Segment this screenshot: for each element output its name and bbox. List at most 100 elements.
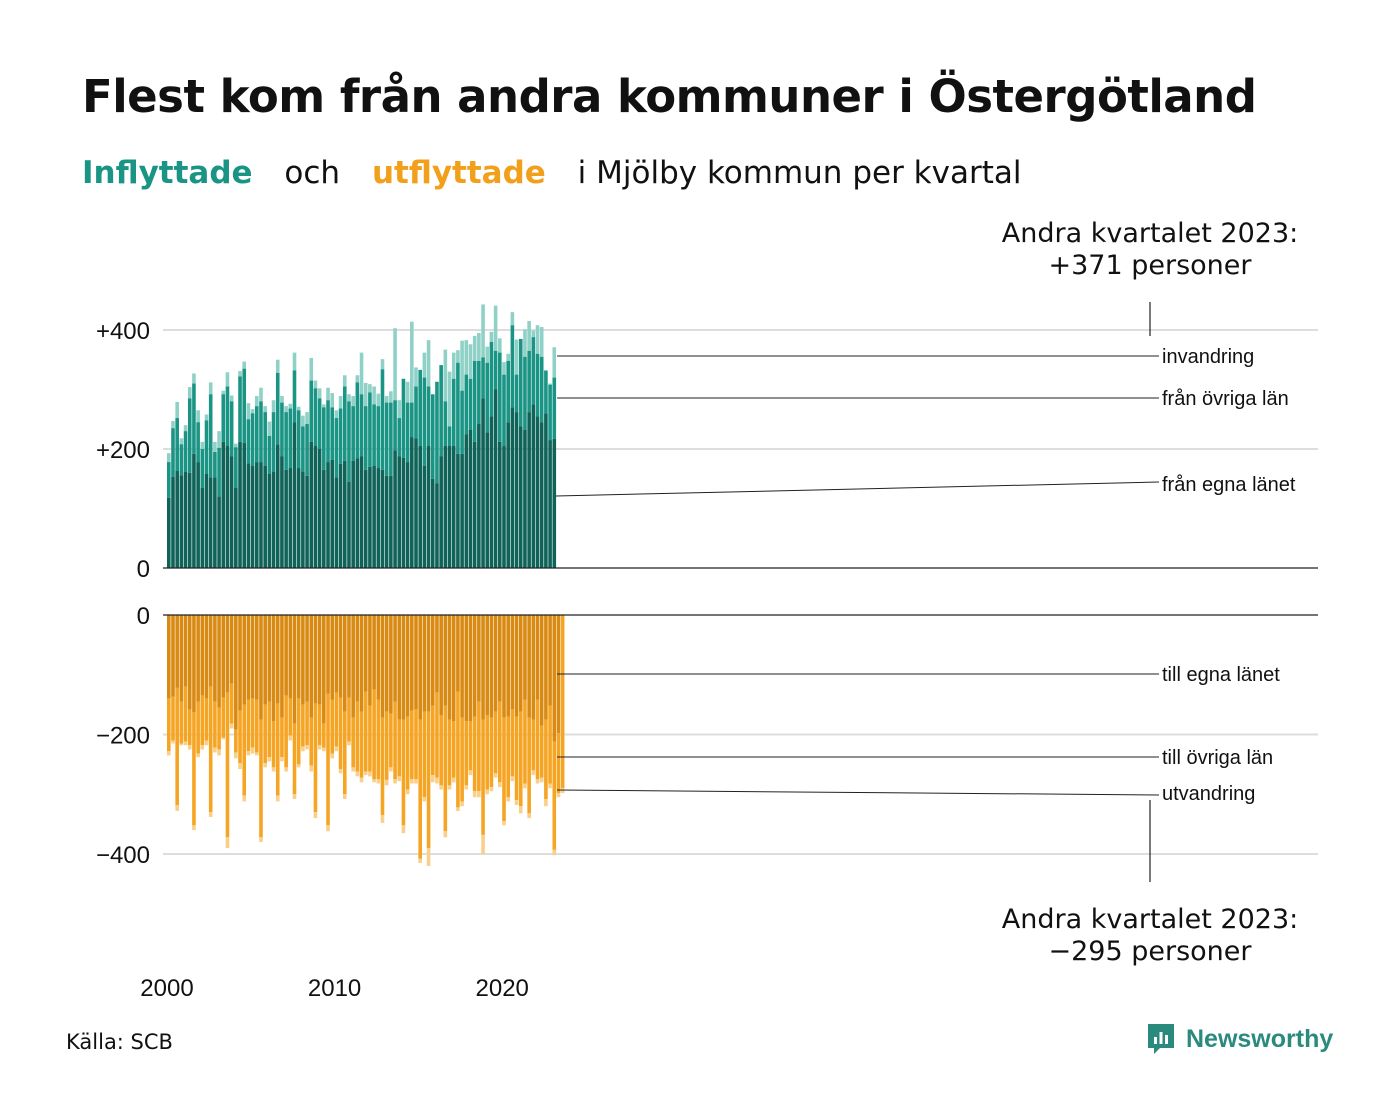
bar-till-ovriga-lan [363,691,368,772]
bar-fran-ovriga-lan [208,394,213,478]
bar-till-egna-lanet [451,615,456,722]
bar-till-egna-lanet [363,615,368,692]
bar-fran-egna-lanet [309,441,314,568]
bar-utvandring [506,797,510,802]
bar-fran-ovriga-lan [443,401,448,447]
bar-till-ovriga-lan [518,711,523,807]
bar-fran-ovriga-lan [527,350,531,413]
bar-till-ovriga-lan [359,711,364,778]
bar-till-egna-lanet [430,615,435,706]
bar-invandring [213,441,217,452]
bar-till-egna-lanet [389,615,393,714]
bar-fran-egna-lanet [229,456,234,568]
brand-name: Newsworthy [1186,1024,1334,1053]
bar-till-ovriga-lan [414,709,418,780]
bar-invandring [464,340,469,375]
bar-fran-ovriga-lan [397,418,402,457]
bar-utvandring [280,757,284,762]
bar-fran-ovriga-lan [259,401,263,463]
bar-fran-ovriga-lan [548,384,552,441]
bar-till-ovriga-lan [171,696,175,741]
bar-till-egna-lanet [301,615,305,705]
bar-utvandring [460,801,464,807]
bar-fran-egna-lanet [531,404,536,568]
bar-till-egna-lanet [510,615,515,710]
bar-till-egna-lanet [372,615,376,690]
bar-utvandring [347,741,351,746]
bar-till-egna-lanet [334,615,339,693]
bar-utvandring [175,805,179,811]
bar-till-egna-lanet [351,615,355,718]
bar-utvandring [330,753,335,759]
bar-fran-ovriga-lan [301,426,305,472]
bar-fran-egna-lanet [514,412,519,568]
annotation-bottom-line2: −295 personer [1048,936,1252,967]
bar-utvandring [523,783,527,789]
bar-till-ovriga-lan [187,709,192,746]
bar-till-ovriga-lan [196,701,200,754]
bar-utvandring [263,763,267,768]
bar-till-egna-lanet [192,615,196,713]
bar-till-ovriga-lan [477,701,481,792]
bar-fran-ovriga-lan [531,337,536,405]
series-leader-utvandring [557,789,1160,796]
bar-till-egna-lanet [464,615,469,722]
bar-fran-ovriga-lan [242,368,247,444]
bar-fran-egna-lanet [489,416,494,568]
bar-utvandring [410,779,414,784]
bar-fran-ovriga-lan [410,402,414,438]
bar-till-ovriga-lan [234,729,238,753]
bar-fran-ovriga-lan [309,380,314,442]
bar-till-egna-lanet [288,615,293,699]
bar-invandring [229,395,234,402]
bar-fran-ovriga-lan [544,370,548,414]
bar-utvandring [313,812,318,819]
bar-fran-egna-lanet [200,487,205,568]
bar-fran-ovriga-lan [275,372,280,445]
bar-fran-egna-lanet [187,472,192,568]
bar-invandring [309,357,314,381]
bar-till-ovriga-lan [280,717,284,758]
bar-invandring [175,401,179,419]
bar-till-egna-lanet [326,615,330,694]
y-tick-bottom: −400 [96,842,150,869]
bar-till-ovriga-lan [284,695,288,768]
bar-fran-ovriga-lan [183,431,188,472]
bar-fran-egna-lanet [430,478,435,568]
bar-fran-egna-lanet [213,477,217,568]
bar-fran-egna-lanet [552,438,557,568]
bar-till-ovriga-lan [556,733,561,794]
bar-fran-ovriga-lan [502,374,506,447]
bar-till-egna-lanet [313,615,318,704]
bar-invandring [187,387,192,399]
bar-utvandring [183,741,188,746]
bar-till-ovriga-lan [430,705,435,776]
bar-invandring [447,371,452,427]
subtitle-and-word: och [284,155,341,191]
bar-fran-ovriga-lan [192,383,196,454]
bar-fran-egna-lanet [225,446,230,568]
bar-till-egna-lanet [359,615,364,712]
bar-utvandring [439,785,443,790]
bar-utvandring [213,747,217,753]
bar-till-egna-lanet [254,615,259,700]
bar-fran-ovriga-lan [246,419,251,464]
bar-fran-egna-lanet [443,446,448,568]
bar-till-ovriga-lan [447,719,452,786]
bar-till-egna-lanet [342,615,347,712]
bar-utvandring [477,791,481,798]
bar-fran-ovriga-lan [351,406,355,461]
bar-utvandring [192,825,196,831]
bar-fran-ovriga-lan [368,392,372,467]
subtitle-outflow-word: utflyttade [371,155,546,191]
bar-fran-ovriga-lan [355,382,360,459]
bar-fran-egna-lanet [527,412,531,568]
x-tick: 2020 [476,975,529,1002]
bar-till-ovriga-lan [376,699,381,780]
bar-till-ovriga-lan [460,717,464,802]
bar-fran-egna-lanet [263,465,267,568]
bar-invandring [426,340,431,387]
bar-till-egna-lanet [347,615,351,698]
bar-till-ovriga-lan [334,692,339,747]
bar-fran-ovriga-lan [372,404,376,466]
